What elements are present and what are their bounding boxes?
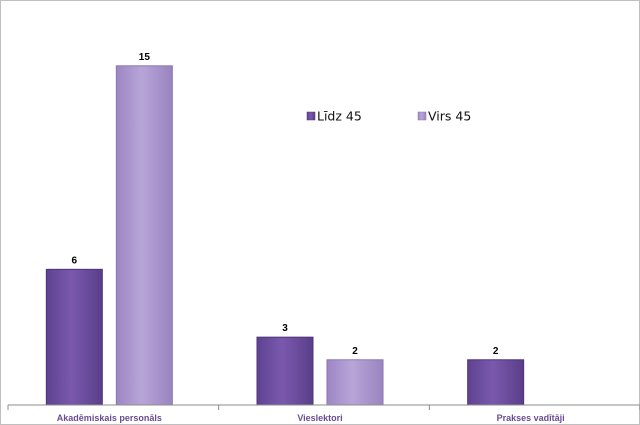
data-label-virs-45-vieslektori: 2 — [352, 346, 358, 357]
bar-lidz-45-vieslektori — [256, 336, 314, 406]
legend: Līdz 45 Virs 45 — [306, 109, 471, 124]
bar-lidz-45-akademiskais-personals — [45, 268, 103, 406]
data-label-lidz-45-prakses-vaditaji: 2 — [493, 346, 499, 357]
bar-lidz-45-prakses-vaditaji — [467, 359, 525, 406]
bar-virs-45-vieslektori — [326, 359, 384, 406]
legend-item-lidz-45: Līdz 45 — [306, 109, 362, 124]
x-tick-label-akademiskais-personals: Akadēmiskais personāls — [57, 413, 162, 423]
x-axis-ticks — [7, 405, 640, 410]
legend-swatch-lidz-45 — [306, 111, 316, 121]
data-label-lidz-45-vieslektori: 3 — [282, 323, 288, 334]
x-tick-label-vieslektori: Vieslektori — [297, 413, 342, 423]
legend-item-virs-45: Virs 45 — [417, 109, 471, 124]
x-axis-tick-labels: Akadēmiskais personāls Vieslektori Prakses… — [57, 413, 565, 423]
data-label-lidz-45-akademiskais-personals: 6 — [72, 255, 78, 266]
legend-label-virs-45: Virs 45 — [428, 109, 471, 124]
data-label-virs-45-akademiskais-personals: 15 — [139, 52, 151, 63]
bars-layer — [45, 65, 525, 406]
legend-label-lidz-45: Līdz 45 — [317, 109, 362, 124]
bar-virs-45-akademiskais-personals — [115, 65, 173, 406]
x-tick-label-prakses-vaditaji: Prakses vadītāji — [497, 413, 565, 423]
data-labels-layer: 6 15 3 2 2 — [72, 52, 499, 357]
legend-swatch-virs-45 — [417, 111, 427, 121]
